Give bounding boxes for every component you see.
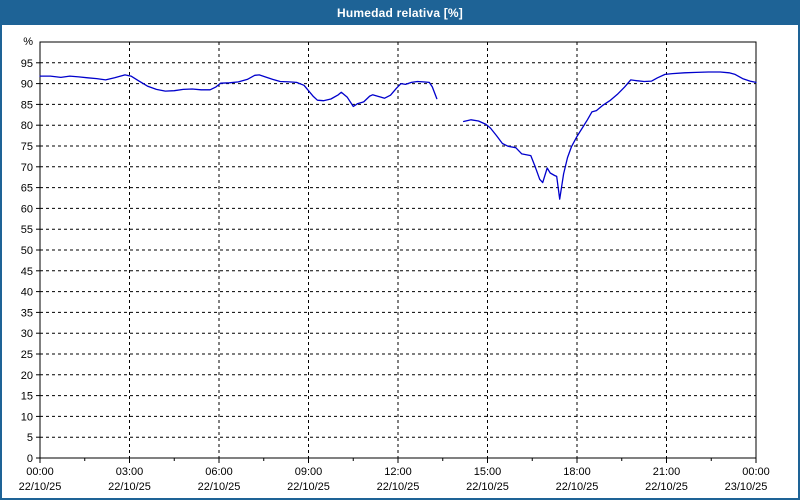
x-tick-date-label: 22/10/25 <box>466 481 509 493</box>
x-tick-time-label: 18:00 <box>563 466 591 478</box>
x-tick-date-label: 22/10/25 <box>556 481 599 493</box>
x-tick-time-label: 21:00 <box>653 466 681 478</box>
chart-title: Humedad relativa [%] <box>336 5 464 20</box>
y-tick-label: 5 <box>27 432 33 444</box>
y-tick-label: 20 <box>21 370 33 382</box>
grid-lines <box>40 42 756 458</box>
y-tick-label: 30 <box>21 328 33 340</box>
y-tick-label: 45 <box>21 266 33 278</box>
series-line-segment <box>39 74 438 108</box>
x-tick-time-label: 03:00 <box>116 466 144 478</box>
x-tick-date-label: 22/10/25 <box>287 481 330 493</box>
x-tick-time-label: 09:00 <box>295 466 323 478</box>
x-tick-date-label: 22/10/25 <box>19 481 62 493</box>
y-tick-label: 90 <box>21 79 33 91</box>
x-tick-date-label: 22/10/25 <box>198 481 241 493</box>
x-tick-date-label: 22/10/25 <box>645 481 688 493</box>
x-axis-labels: 00:00 22/10/25 03:00 22/10/25 06:00 22/10/25 0… <box>19 466 770 493</box>
x-tick-time-label: 12:00 <box>384 466 412 478</box>
y-tick-label: 65 <box>21 183 33 195</box>
y-tick-label: 50 <box>21 245 33 257</box>
humidity-line-chart: 05101520253035404550556065707580859095%0… <box>19 36 770 493</box>
x-tick-time-label: 00:00 <box>742 466 770 478</box>
y-tick-label: 25 <box>21 349 33 361</box>
y-tick-label: 80 <box>21 120 33 132</box>
x-tick-time-label: 06:00 <box>205 466 233 478</box>
y-tick-label: 70 <box>21 162 33 174</box>
y-tick-label: 15 <box>21 391 33 403</box>
y-tick-label: 10 <box>21 411 33 423</box>
chart-area: 0 5 10 15 20 25 30 35 40 45 50 55 60 65 70 75 80 85 90 95% 0… <box>2 25 798 498</box>
y-tick-label: 60 <box>21 203 33 215</box>
series-line-segment <box>462 71 757 200</box>
y-tick-label: 75 <box>21 141 33 153</box>
y-tick-label: 35 <box>21 307 33 319</box>
axis-ticks <box>36 62 757 463</box>
y-axis-labels: 0 5 10 15 20 25 30 35 40 45 50 55 60 65 70 75 80 85 90 95% <box>21 36 33 465</box>
y-tick-label: 95 <box>21 58 33 70</box>
x-tick-date-label: 22/10/25 <box>377 481 420 493</box>
chart-title-bar: Humedad relativa [%] <box>0 0 800 25</box>
series-humedad-relativa <box>39 71 757 200</box>
y-tick-label: 0 <box>27 453 33 465</box>
y-tick-label: 40 <box>21 287 33 299</box>
x-tick-time-label: 15:00 <box>474 466 502 478</box>
x-tick-date-label: 23/10/25 <box>725 481 768 493</box>
y-axis-unit-label: % <box>23 36 33 48</box>
x-tick-date-label: 22/10/25 <box>108 481 151 493</box>
y-tick-label: 55 <box>21 224 33 236</box>
x-tick-time-label: 00:00 <box>26 466 54 478</box>
y-tick-label: 85 <box>21 99 33 111</box>
